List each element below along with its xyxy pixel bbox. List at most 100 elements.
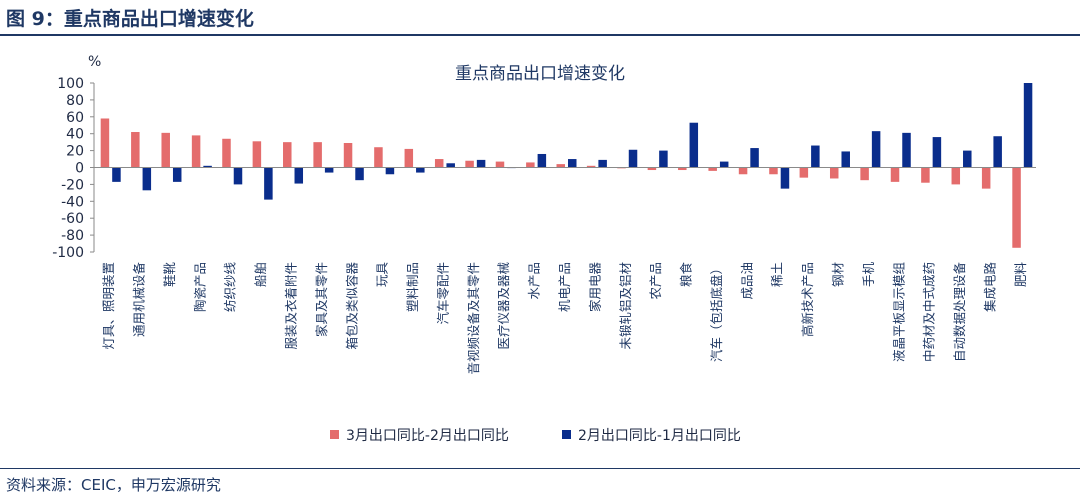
y-tick-label: 80 (66, 93, 84, 109)
bar-series-2 (142, 167, 152, 191)
bar-series-2 (355, 167, 364, 181)
bar-series-1 (556, 164, 565, 168)
figure-title: 图 9：重点商品出口增速变化 (6, 8, 254, 30)
source-note: 资料来源：CEIC，申万宏源研究 (6, 476, 221, 494)
x-category-label: 稀土 (770, 262, 785, 287)
legend-swatch-series-1 (330, 430, 339, 439)
header-rule (0, 34, 1080, 36)
legend-label-series-1: 3月出口同比-2月出口同比 (346, 428, 509, 444)
x-category-label: 农产品 (648, 262, 663, 300)
y-tick-label: 60 (66, 110, 84, 126)
bar-series-1 (131, 132, 140, 168)
bar-series-2 (568, 159, 577, 168)
x-category-label: 医疗仪器及器械 (496, 262, 511, 350)
x-axis: 灯具、照明装置 通用机械设备 鞋靴 陶瓷产品 纺织纱线 船舶 服装及衣着附件 家具及其零件 箱包… (94, 167, 1036, 375)
footer-rule (0, 468, 1080, 469)
x-category-label: 汽车（包括底盘） (709, 262, 724, 362)
bar-series-1 (343, 143, 353, 168)
x-category-label: 塑料制品 (405, 262, 420, 312)
y-tick-label: -100 (52, 245, 84, 261)
bar-series-2 (172, 167, 182, 182)
bar-series-2 (811, 145, 820, 168)
x-category-label: 纺织纱线 (223, 262, 238, 313)
bar-series-1 (829, 167, 839, 179)
x-category-label: 肥料 (1013, 262, 1028, 288)
bar-series-1 (313, 142, 322, 168)
y-tick-label: 100 (57, 76, 84, 92)
bar-series-1 (465, 160, 474, 168)
x-category-label: 手机 (861, 262, 876, 288)
y-tick-label: -20 (61, 177, 84, 193)
bar-series-2 (1023, 83, 1033, 168)
bar-series-1 (526, 162, 535, 168)
bar-series-2 (385, 167, 395, 175)
x-category-label: 通用机械设备 (132, 262, 147, 338)
legend: 3月出口同比-2月出口同比 2月出口同比-1月出口同比 (330, 428, 741, 444)
bar-series-2 (932, 137, 942, 168)
x-category-label: 玩具 (375, 262, 390, 288)
bar-chart: % 重点商品出口增速变化 100806040200-20-40-60-80-10… (52, 54, 1036, 444)
bar-series-1 (981, 167, 991, 189)
bar-series-2 (841, 151, 850, 168)
bar-series-1 (860, 167, 869, 181)
bar-series-2 (963, 150, 972, 168)
bar-series-2 (112, 167, 121, 182)
y-axis-unit-label: % (88, 54, 101, 70)
bar-series-2 (719, 161, 729, 168)
bar-series-1 (100, 118, 110, 168)
bar-series-2 (264, 167, 273, 200)
x-category-label: 家用电器 (587, 262, 602, 313)
bar-series-2 (902, 132, 911, 168)
x-category-label: 水产品 (527, 262, 542, 300)
bar-series-1 (1012, 167, 1021, 248)
bar-series-1 (283, 142, 292, 168)
bar-series-1 (191, 135, 201, 168)
y-tick-label: 40 (66, 127, 84, 143)
x-category-label: 未锻轧铝及铝材 (618, 262, 633, 350)
bar-series-1 (252, 141, 262, 168)
bar-series-2 (537, 153, 547, 168)
x-category-label: 高新技术产品 (800, 262, 815, 337)
bar-series-1 (647, 167, 657, 171)
x-category-label: 船舶 (253, 262, 268, 287)
bar-series-2 (446, 163, 455, 168)
bar-series-2 (324, 167, 334, 173)
y-tick-label: 20 (66, 144, 84, 160)
bar-series-2 (871, 131, 881, 168)
x-category-label: 机电产品 (557, 262, 572, 312)
bar-series-2 (294, 167, 304, 184)
x-category-label: 集成电路 (982, 262, 997, 313)
bar-series-1 (738, 167, 748, 175)
x-category-label: 钢材 (830, 262, 845, 287)
x-category-label: 自动数据处理设备 (952, 262, 967, 363)
y-tick-label: -40 (61, 194, 84, 210)
bar-series-1 (161, 132, 170, 168)
bar-series-2 (203, 165, 212, 168)
bar-series-1 (222, 138, 231, 168)
bar-series-1 (708, 167, 717, 171)
bar-series-2 (689, 122, 699, 168)
figure-header: 图 9：重点商品出口增速变化 (0, 0, 1080, 30)
bar-series-2 (780, 167, 790, 189)
x-category-label: 中药材及中式成药 (922, 262, 937, 362)
bar-series-2 (598, 159, 607, 168)
y-tick-label: -80 (61, 228, 84, 244)
legend-label-series-2: 2月出口同比-1月出口同比 (578, 428, 741, 444)
bar-series-1 (921, 167, 930, 183)
x-category-label: 箱包及类似容器 (344, 262, 359, 350)
x-category-label: 鞋靴 (162, 262, 177, 288)
x-category-label: 陶瓷产品 (192, 262, 207, 312)
x-category-label: 液晶平板显示模组 (891, 262, 906, 362)
bar-series-1 (951, 167, 961, 185)
x-category-label: 成品油 (739, 262, 754, 300)
bar-series-1 (404, 148, 414, 168)
bar-series-2 (750, 148, 759, 168)
bar-series-2 (993, 136, 1002, 168)
bar-series-1 (890, 167, 900, 182)
x-category-label: 汽车零配件 (435, 262, 450, 325)
bar-series-2 (476, 159, 486, 168)
bar-series-1 (799, 167, 809, 178)
y-tick-label: -60 (61, 211, 84, 227)
bar-series-2 (659, 150, 668, 168)
